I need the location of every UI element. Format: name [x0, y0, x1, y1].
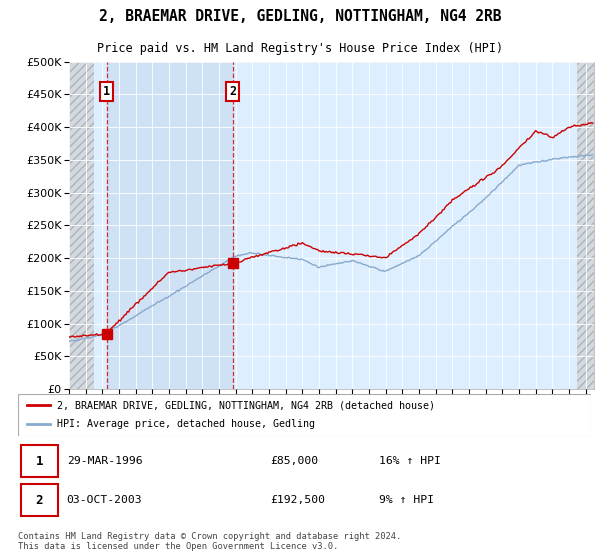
Text: HPI: Average price, detached house, Gedling: HPI: Average price, detached house, Gedl… [57, 419, 315, 430]
Text: 1: 1 [103, 85, 110, 97]
Text: 16% ↑ HPI: 16% ↑ HPI [379, 456, 441, 466]
Bar [21, 445, 58, 477]
Text: 1: 1 [35, 455, 43, 468]
Text: 03-OCT-2003: 03-OCT-2003 [67, 495, 142, 505]
Text: 2: 2 [35, 493, 43, 506]
Text: 2, BRAEMAR DRIVE, GEDLING, NOTTINGHAM, NG4 2RB (detached house): 2, BRAEMAR DRIVE, GEDLING, NOTTINGHAM, N… [57, 400, 435, 410]
Bar [69, 62, 94, 389]
Bar [21, 484, 58, 516]
Text: £85,000: £85,000 [270, 456, 318, 466]
Text: Contains HM Land Registry data © Crown copyright and database right 2024.
This d: Contains HM Land Registry data © Crown c… [18, 532, 401, 552]
Text: £192,500: £192,500 [270, 495, 325, 505]
Text: 29-MAR-1996: 29-MAR-1996 [67, 456, 142, 466]
Text: 2: 2 [229, 85, 236, 97]
Text: Price paid vs. HM Land Registry's House Price Index (HPI): Price paid vs. HM Land Registry's House … [97, 43, 503, 55]
Text: 2, BRAEMAR DRIVE, GEDLING, NOTTINGHAM, NG4 2RB: 2, BRAEMAR DRIVE, GEDLING, NOTTINGHAM, N… [99, 9, 501, 24]
Text: 9% ↑ HPI: 9% ↑ HPI [379, 495, 434, 505]
Bar [577, 62, 600, 389]
Bar [107, 62, 233, 389]
